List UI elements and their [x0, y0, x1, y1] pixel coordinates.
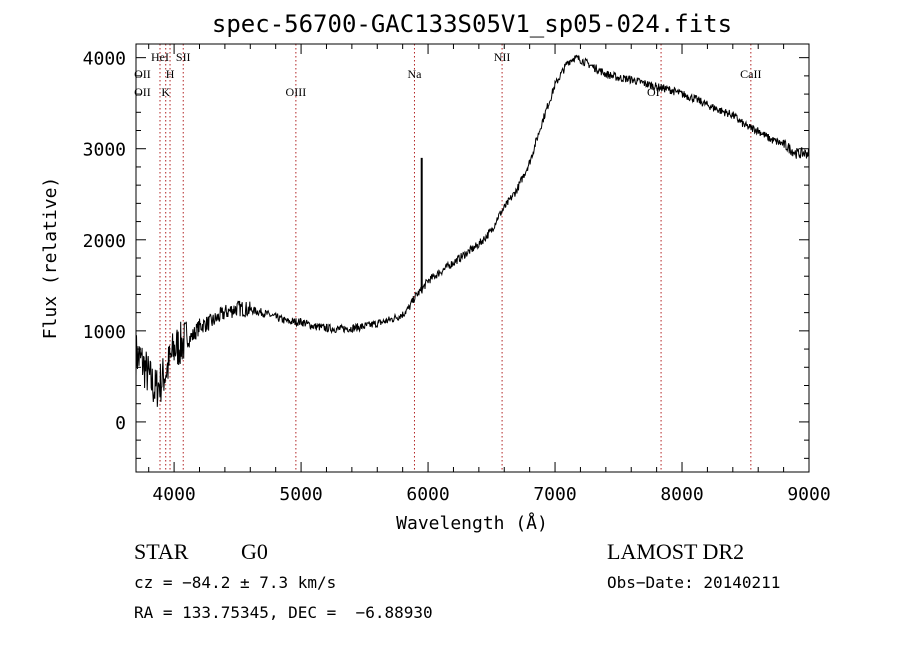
x-tick-label-5000: 5000 [279, 484, 322, 505]
observation-date: Obs−Date: 20140211 [607, 573, 781, 592]
line-label-oiii-6: OIII [286, 85, 307, 99]
spectrum-line [135, 54, 810, 407]
spectral-line-markers [159, 44, 752, 472]
object-class: STAR [134, 539, 189, 564]
plot-frame [135, 43, 810, 473]
line-label-hei-2: HeI [151, 50, 169, 64]
line-label-oii-1: OII [134, 85, 151, 99]
subclass: G0 [241, 539, 268, 564]
x-tick-label-6000: 6000 [406, 484, 449, 505]
line-label-nii-8: NII [494, 50, 511, 64]
y-tick-label-3000: 3000 [83, 140, 126, 161]
coordinates: RA = 133.75345, DEC = −6.88930 [134, 603, 433, 622]
axis-ticks: 4000 5000 6000 7000 8000 9000 0 1000 2000 3000 400… [83, 44, 831, 505]
y-tick-label-4000: 4000 [83, 49, 126, 70]
line-label-oii-0: OII [134, 67, 151, 81]
x-tick-label-7000: 7000 [533, 484, 576, 505]
x-tick-label-8000: 8000 [660, 484, 703, 505]
chart-title: spec-56700-GAC133S05V1_sp05-024.fits [212, 10, 732, 38]
redshift-cz: cz = −84.2 ± 7.3 km/s [134, 573, 337, 592]
line-label-sii-5: SII [176, 50, 191, 64]
y-tick-label-1000: 1000 [83, 322, 126, 343]
line-label-caii-10: CaII [740, 67, 761, 81]
line-label-na-7: Na [407, 67, 422, 81]
spectrum-series [135, 54, 810, 407]
x-axis-label: Wavelength (Å) [396, 512, 548, 534]
x-tick-label-4000: 4000 [152, 484, 195, 505]
y-tick-label-0: 0 [115, 413, 126, 434]
x-tick-label-9000: 9000 [787, 484, 830, 505]
y-tick-label-2000: 2000 [83, 231, 126, 252]
y-axis-label: Flux (relative) [40, 177, 61, 340]
line-label-k-3: K [161, 85, 170, 99]
line-label-h-4: H [166, 67, 175, 81]
survey-name: LAMOST DR2 [607, 539, 745, 564]
